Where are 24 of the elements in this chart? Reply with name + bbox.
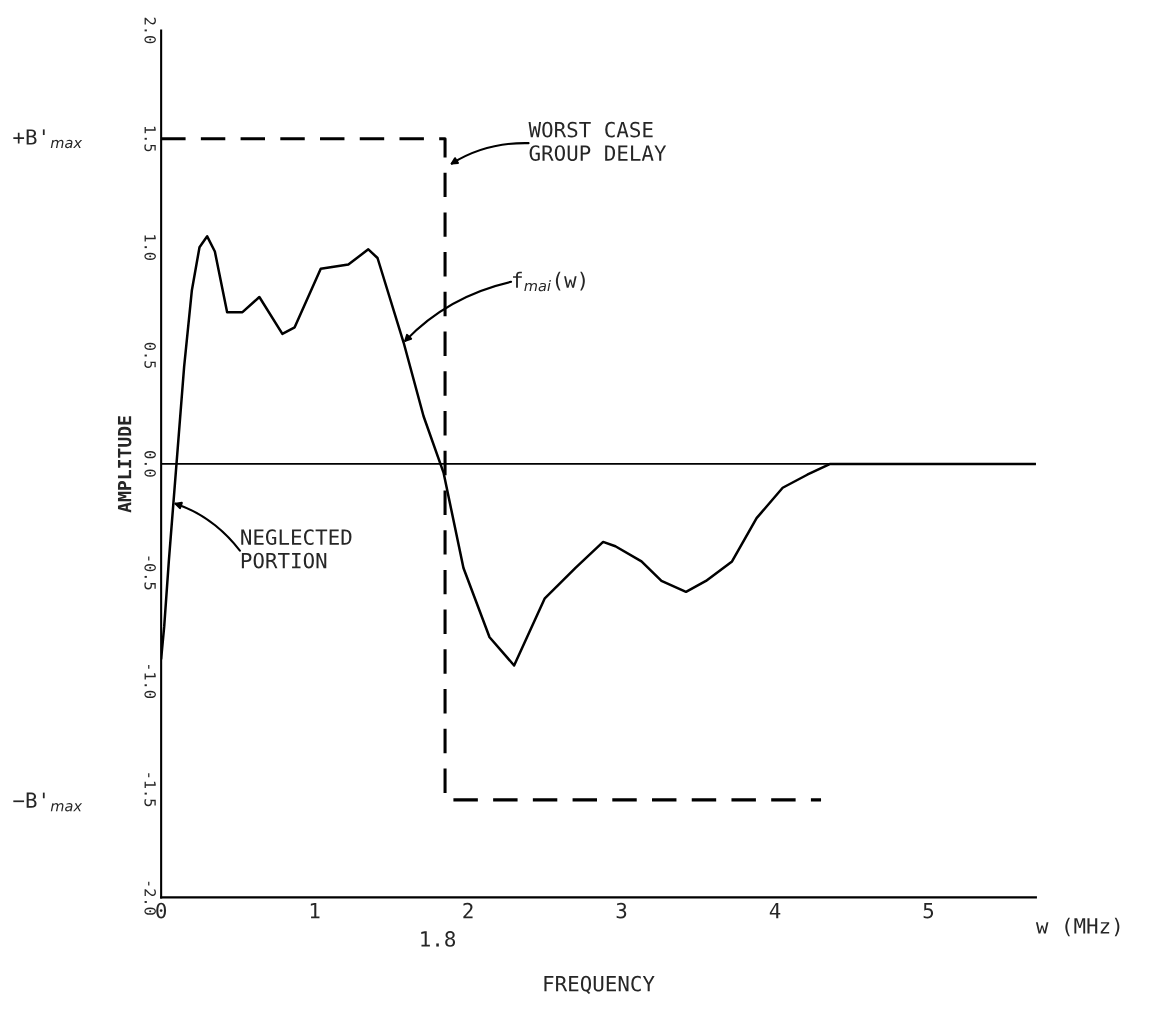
y-tick-label: 1.5 <box>144 126 156 152</box>
text: 1.8 <box>421 931 456 947</box>
y-tick-label: -1.0 <box>144 664 156 699</box>
text: −B'$_{max}$ <box>13 792 83 812</box>
text: +B'$_{max}$ <box>13 129 83 149</box>
x-tick-label: 3 <box>616 902 627 919</box>
x-tick-label: 2 <box>463 902 473 919</box>
x-tick-label: 5 <box>923 903 934 919</box>
y-tick-label: -2.0 <box>144 881 156 915</box>
y-tick-label: 1.0 <box>144 235 156 260</box>
annotation: f$_{mai}$(w) <box>513 271 585 292</box>
text: w (MHz) <box>1035 917 1120 937</box>
x-axis-title: FREQUENCY <box>544 975 655 994</box>
x-tick-label: 4 <box>769 903 781 919</box>
y-tick-label: -0.5 <box>144 556 156 590</box>
x-tick-label: 0 <box>156 902 167 919</box>
y-tick-label: 0.5 <box>144 342 156 369</box>
annotation: NEGLECTED PORTION <box>241 529 352 569</box>
y-tick-label: 2.0 <box>144 17 156 44</box>
y-axis-title: AMPLITUDE <box>117 416 132 513</box>
y-tick-label: 0.0 <box>144 451 156 477</box>
annotation: WORST CASE GROUP DELAY <box>528 121 667 161</box>
y-tick-label: -1.5 <box>144 773 156 807</box>
x-tick-label: 1 <box>310 903 320 919</box>
